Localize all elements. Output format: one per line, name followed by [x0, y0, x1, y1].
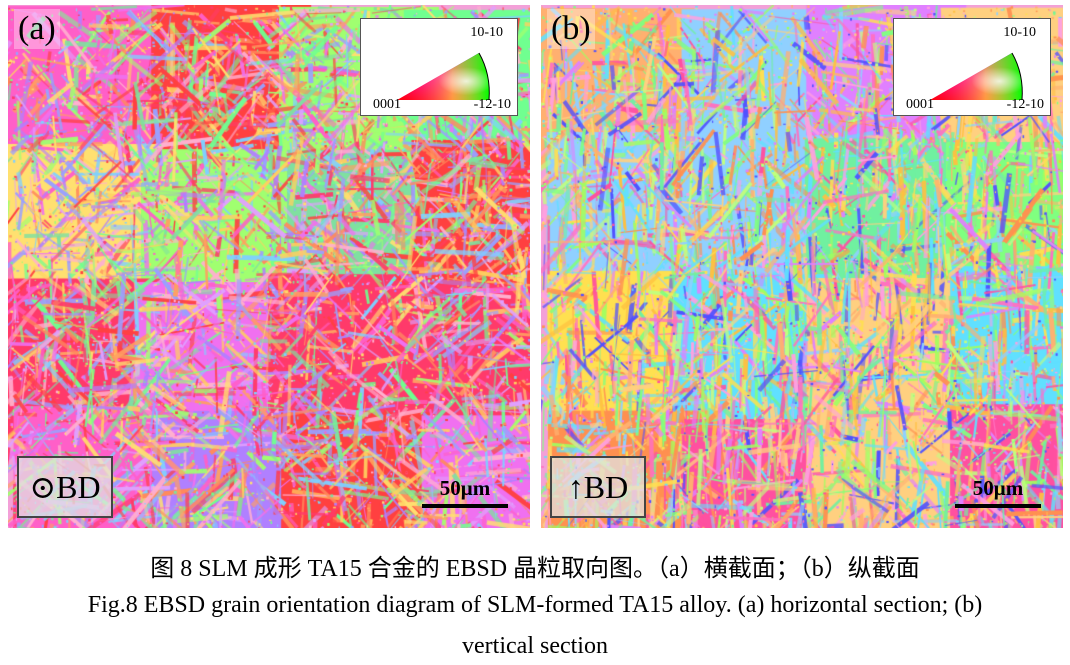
legend-right: -12-10	[473, 97, 511, 112]
ipf-triangle	[930, 52, 1023, 101]
scale-bar: 50μm	[955, 477, 1041, 508]
scale-line	[955, 504, 1041, 508]
legend-top: 10-10	[1003, 25, 1036, 40]
legend-left: 0001	[906, 97, 934, 112]
scale-text: 50μm	[439, 476, 491, 500]
ebsd-map-b: (b) 10-10 0001 -12-10 ↑BD 50μm	[541, 5, 1063, 528]
build-direction-label: ⊙BD	[17, 456, 113, 518]
panel-label: (b)	[547, 9, 595, 49]
ipf-legend: 10-10 0001 -12-10	[360, 18, 518, 116]
scale-bar: 50μm	[422, 477, 508, 508]
legend-top: 10-10	[470, 25, 503, 40]
scale-line	[422, 504, 508, 508]
ebsd-map-a: (a) 10-10 0001 -12-10 ⊙BD 50μm	[8, 5, 530, 528]
scale-text: 50μm	[972, 476, 1024, 500]
legend-right: -12-10	[1006, 97, 1044, 112]
build-direction-label: ↑BD	[550, 456, 646, 518]
ipf-triangle	[397, 52, 490, 101]
panel-label: (a)	[14, 9, 60, 49]
ipf-legend: 10-10 0001 -12-10	[893, 18, 1051, 116]
caption-en-line1: Fig.8 EBSD grain orientation diagram of …	[87, 592, 983, 618]
caption-zh: 图 8 SLM 成形 TA15 合金的 EBSD 晶粒取向图。（a）横截面；（b…	[150, 556, 920, 582]
caption-en-line2: vertical section	[462, 633, 608, 659]
legend-left: 0001	[373, 97, 401, 112]
